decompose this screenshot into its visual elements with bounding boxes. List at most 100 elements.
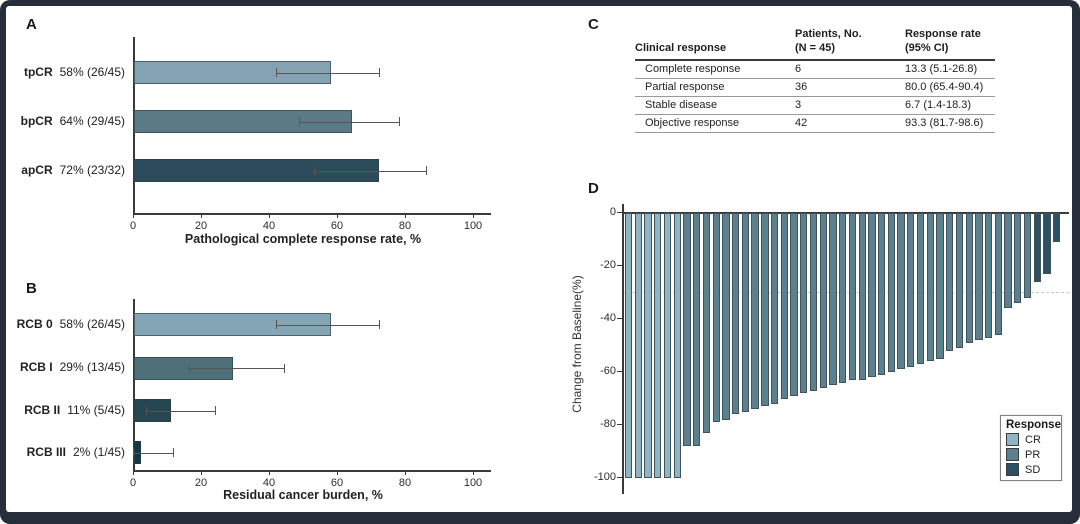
waterfall-bar-pr (751, 213, 759, 410)
error-bar-cap-low (276, 68, 278, 77)
y-axis-tick (617, 424, 622, 425)
table-header-cell: Response rate (95% CI) (905, 28, 981, 54)
waterfall-bar-pr (946, 213, 954, 351)
waterfall-bar-pr (702, 213, 711, 433)
table-cell: Complete response (645, 63, 741, 75)
x-axis-tick-label: 80 (398, 220, 412, 232)
panel-b-label: B (26, 280, 37, 297)
error-bar (276, 72, 379, 74)
waterfall-bar-pr (732, 213, 740, 415)
y-axis-line (133, 299, 135, 470)
x-axis-tick-label: 100 (463, 220, 483, 232)
waterfall-bar-pr (916, 213, 925, 365)
y-axis-tick (617, 265, 622, 266)
waterfall-bar-pr (780, 213, 788, 399)
legend-swatch-icon (1006, 433, 1019, 446)
table-cell: Objective response (645, 117, 740, 129)
legend-entry-sd: SD (1006, 463, 1057, 476)
panel-d-label: D (588, 180, 599, 197)
table-cell: 6 (795, 63, 802, 75)
panel-a-pcr-bar-chart: A Pathological complete response rate, %… (6, 6, 546, 268)
x-axis-tick-label: 20 (194, 477, 208, 489)
y-axis-tick-label: -100 (593, 471, 616, 483)
error-bar-cap-low (145, 406, 147, 415)
category-name: RCB 0 (16, 316, 53, 331)
x-axis-tick-label: 40 (262, 220, 276, 232)
panel-c-label: C (588, 16, 599, 33)
table-cell: 42 (795, 117, 808, 129)
waterfall-bar-pr (858, 213, 866, 380)
waterfall-bar-pr (955, 213, 964, 349)
x-axis-tick-label: 0 (129, 477, 137, 489)
error-bar-cap-high (173, 448, 175, 457)
category-label: bpCR 64% (29/45) (21, 114, 125, 128)
error-bar (145, 410, 215, 412)
category-name: RCB I (19, 360, 53, 374)
category-label: apCR 72% (23/32) (21, 163, 125, 177)
waterfall-bar-cr (663, 213, 672, 478)
y-axis-tick (617, 318, 622, 319)
waterfall-bar-pr (994, 213, 1003, 335)
legend-swatch-icon (1006, 463, 1019, 476)
waterfall-bar-pr (1014, 213, 1022, 304)
legend-entry-label: PR (1025, 448, 1041, 461)
error-bar-cap-high (426, 166, 428, 175)
x-axis-line (133, 470, 491, 472)
table-row: Complete response 6 13.3 (5.1-26.8) (635, 61, 995, 79)
panel-c-response-table: C Clinical response Patients, No. (N = 45… (548, 6, 1072, 156)
x-axis-tick-label: 80 (398, 477, 412, 489)
x-axis-tick-label: 60 (330, 477, 344, 489)
panel-b-x-axis-title: Residual cancer burden, % (223, 488, 383, 502)
x-axis-tick-label: 60 (330, 220, 344, 232)
waterfall-bar-pr (819, 213, 827, 388)
table-cell: 13.3 (5.1-26.8) (905, 63, 978, 75)
table-cell: 3 (795, 99, 802, 111)
x-axis-tick-label: 0 (129, 220, 137, 232)
error-bar-cap-low (276, 320, 278, 329)
legend-entry-cr: CR (1006, 433, 1057, 446)
waterfall-bar-pr (868, 213, 876, 378)
waterfall-bar-pr (1023, 213, 1032, 298)
waterfall-bar-pr (975, 213, 983, 341)
error-bar-cap-low (133, 448, 135, 457)
x-axis-tick-label: 100 (463, 477, 483, 489)
waterfall-bar-pr (877, 213, 886, 375)
category-value-label: 29% (13/45) (59, 360, 125, 374)
waterfall-bar-pr (722, 213, 730, 420)
category-name: apCR (21, 162, 53, 177)
category-value-label: 11% (5/45) (67, 402, 125, 417)
y-axis-line (622, 204, 624, 494)
y-axis-tick (617, 371, 622, 372)
x-axis-tick (201, 471, 202, 475)
waterfall-bar-pr (907, 213, 915, 367)
clinical-response-table: Clinical response Patients, No. (N = 45) R… (635, 28, 995, 133)
error-bar-cap-low (314, 166, 316, 175)
waterfall-bar-pr (770, 213, 779, 404)
y-axis-tick-label: -40 (600, 312, 616, 324)
category-name: RCB III (26, 444, 66, 459)
x-axis-tick (133, 471, 134, 475)
table-cell: 6.7 (1.4-18.3) (905, 99, 972, 111)
x-axis-tick (473, 471, 474, 475)
x-axis-tick-label: 40 (262, 477, 276, 489)
category-label: RCB 0 58% (26/45) (17, 317, 125, 331)
x-axis-tick (405, 214, 406, 218)
waterfall-bar-sd (1033, 213, 1041, 282)
category-label: RCB III 2% (1/45) (27, 445, 125, 459)
legend-entry-label: CR (1025, 433, 1041, 446)
y-axis-tick-label: -80 (600, 418, 616, 430)
y-axis-line (133, 37, 135, 213)
error-bar (314, 170, 427, 172)
error-bar-cap-low (188, 363, 190, 373)
category-label: RCB II 11% (5/45) (24, 403, 125, 417)
table-cell: Stable disease (645, 99, 718, 111)
category-label: RCB I 29% (13/45) (20, 360, 125, 374)
figure-canvas: A Pathological complete response rate, %… (6, 6, 1072, 512)
waterfall-bar-pr (683, 213, 691, 447)
table-cell: 36 (795, 81, 808, 93)
error-bar (298, 121, 399, 123)
category-value-label: 2% (1/45) (72, 444, 125, 459)
x-axis-tick (133, 214, 134, 218)
error-bar (188, 368, 284, 369)
